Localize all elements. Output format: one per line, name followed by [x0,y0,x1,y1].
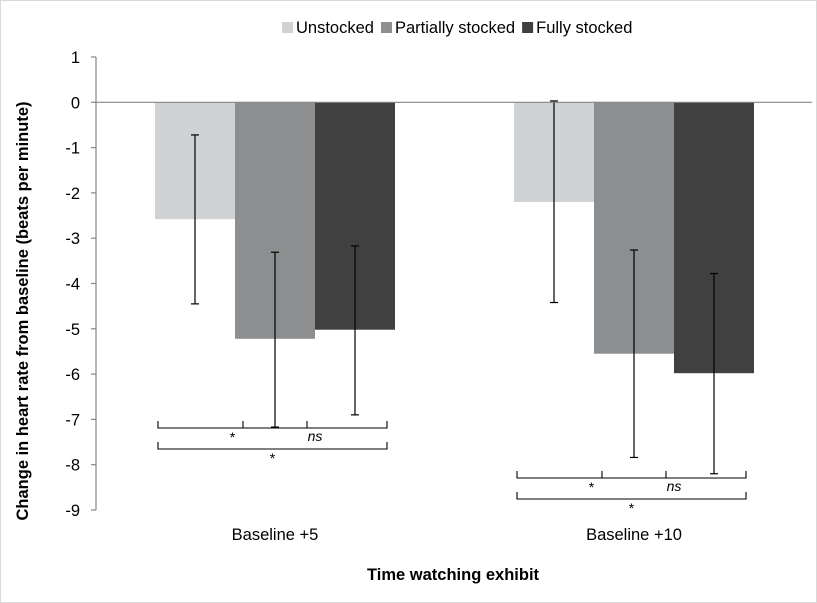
y-axis-title: Change in heart rate from baseline (beat… [14,101,32,520]
significance-label: * [270,450,276,466]
y-tick-label: -7 [65,411,80,429]
error-bars [191,100,718,475]
legend: Unstocked Partially stocked Fully stocked [282,19,632,37]
significance-bracket [157,421,308,429]
x-tick-label: Baseline +5 [232,526,319,544]
y-tick-label: -9 [65,502,80,520]
significance-bracket [516,471,667,479]
significance-label: ns [308,428,323,444]
y-tick-label: -5 [65,321,80,339]
significance-annotations: * ns * * ns * [157,421,747,516]
legend-label: Partially stocked [395,19,515,37]
y-tick-label: -6 [65,366,80,384]
y-tick-label: -1 [65,140,80,158]
legend-swatch [522,22,534,33]
y-tick-label: -8 [65,457,80,475]
legend-label: Fully stocked [536,19,632,37]
significance-bracket [516,492,747,500]
y-tick-label: 1 [71,49,80,67]
legend-swatch [282,22,293,33]
significance-label: ns [667,478,682,494]
y-tick-label: -4 [65,276,80,294]
y-axis: 1 0 -1 -2 -3 -4 -5 -6 -7 -8 -9 [65,49,97,520]
significance-label: * [230,429,236,445]
significance-label: * [589,479,595,495]
legend-label: Unstocked [296,19,374,37]
x-axis: Baseline +5 Baseline +10 [232,526,682,544]
significance-bracket [157,442,388,450]
legend-swatch [380,22,392,33]
y-tick-label: -3 [65,230,80,248]
x-tick-label: Baseline +10 [586,526,682,544]
significance-bracket [601,471,747,479]
y-tick-label: 0 [71,94,80,112]
significance-bracket [242,421,388,429]
x-axis-title: Time watching exhibit [367,566,540,584]
significance-label: * [629,500,635,516]
y-tick-label: -2 [65,185,80,203]
